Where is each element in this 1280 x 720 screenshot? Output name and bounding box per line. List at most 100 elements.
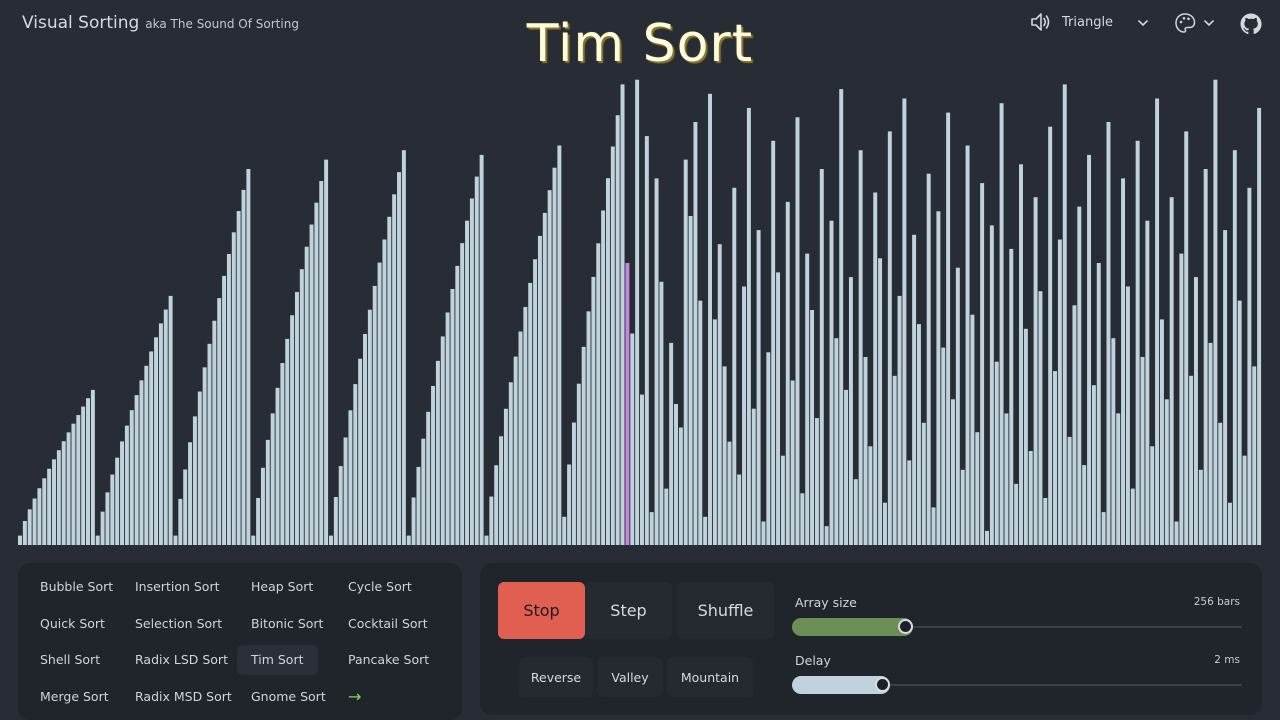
array-bar: [192, 416, 197, 545]
array-bar: [421, 438, 426, 545]
algorithm-item-pancake-sort[interactable]: Pancake Sort: [348, 652, 430, 667]
array-bar: [1019, 164, 1023, 546]
algorithm-item-shell-sort[interactable]: Shell Sort: [40, 652, 101, 667]
array-bar: [761, 521, 766, 545]
array-bar: [664, 488, 669, 545]
array-bar: [22, 521, 27, 545]
array-bar: [999, 103, 1004, 545]
algorithm-item-gnome-sort[interactable]: Gnome Sort: [251, 689, 326, 704]
array-bar: [479, 154, 484, 545]
array-bar: [1101, 512, 1106, 545]
array-bar: [183, 469, 188, 545]
array-bar: [941, 347, 946, 545]
array-bar: [1198, 469, 1203, 545]
array-bar: [567, 464, 572, 545]
array-bar: [1135, 140, 1140, 546]
array-bar: [1208, 342, 1213, 545]
array-bar: [1140, 357, 1145, 545]
array-bar: [858, 150, 863, 545]
valley-button[interactable]: Valley: [597, 657, 663, 697]
algorithm-item-bitonic-sort[interactable]: Bitonic Sort: [251, 616, 324, 631]
algorithm-item-merge-sort[interactable]: Merge Sort: [40, 689, 109, 704]
array-bar: [552, 167, 557, 545]
array-bar: [630, 333, 635, 545]
array-bar: [576, 383, 581, 545]
array-bar: [620, 84, 625, 546]
delay-track[interactable]: [792, 684, 1242, 686]
array-bar: [596, 243, 601, 545]
shuffle-button[interactable]: Shuffle: [677, 582, 774, 639]
array-size-track[interactable]: [792, 626, 1242, 628]
array-bar: [1213, 79, 1218, 545]
array-bar: [18, 535, 22, 545]
array-bar: [1184, 131, 1189, 545]
palette-icon[interactable]: [1174, 12, 1198, 34]
sound-selector[interactable]: Triangle: [1030, 12, 1113, 32]
array-bar: [892, 375, 897, 545]
array-bar: [406, 535, 411, 545]
array-bar: [863, 357, 868, 545]
array-bar: [416, 466, 421, 545]
mountain-button[interactable]: Mountain: [667, 657, 753, 697]
array-bar: [285, 338, 290, 545]
array-bar: [907, 460, 912, 545]
array-bar: [771, 140, 776, 546]
array-bar: [270, 413, 275, 545]
array-bar: [124, 425, 129, 545]
array-bar: [785, 201, 790, 545]
github-icon[interactable]: [1239, 12, 1263, 36]
algorithm-item-tim-sort[interactable]: Tim Sort: [237, 645, 318, 675]
array-bar: [508, 382, 513, 545]
array-bar: [474, 176, 479, 545]
array-bar: [387, 216, 392, 546]
array-bar: [1014, 483, 1019, 545]
array-bar: [90, 389, 95, 545]
array-bar: [1218, 422, 1223, 545]
algorithm-item-quick-sort[interactable]: Quick Sort: [40, 616, 105, 631]
array-bar: [1067, 436, 1072, 545]
array-bar: [455, 265, 460, 545]
reverse-button[interactable]: Reverse: [519, 657, 593, 697]
array-bar: [732, 187, 737, 546]
array-bar: [533, 259, 538, 545]
array-bar: [1164, 399, 1169, 545]
algorithm-item-selection-sort[interactable]: Selection Sort: [135, 616, 223, 631]
chevron-down-icon[interactable]: [1136, 16, 1150, 30]
array-bar: [955, 267, 960, 545]
array-bar: [737, 474, 742, 545]
array-bar: [674, 404, 678, 545]
array-bar: [605, 178, 610, 545]
array-bar: [708, 93, 712, 546]
algorithm-item-heap-sort[interactable]: Heap Sort: [251, 579, 314, 594]
app-title[interactable]: Visual Sorting aka The Sound Of Sorting: [22, 13, 299, 33]
algorithm-item-insertion-sort[interactable]: Insertion Sort: [135, 579, 220, 594]
array-bar: [610, 146, 615, 546]
array-bar: [819, 169, 824, 545]
array-bar: [333, 497, 338, 545]
array-bar: [280, 363, 285, 545]
array-bar: [397, 172, 401, 545]
speaker-icon: [1031, 13, 1050, 31]
algorithm-item-bubble-sort[interactable]: Bubble Sort: [40, 579, 114, 594]
array-bar: [790, 380, 795, 545]
stop-button[interactable]: Stop: [498, 582, 585, 639]
algorithm-item-radix-lsd-sort[interactable]: Radix LSD Sort: [135, 652, 228, 667]
array-bar: [494, 465, 499, 545]
array-bar: [61, 441, 66, 545]
array-bar: [985, 530, 989, 545]
next-page-arrow-icon[interactable]: →: [348, 687, 362, 706]
array-bar: [178, 498, 183, 545]
array-bar: [231, 232, 236, 545]
delay-slider-handle[interactable]: [875, 677, 890, 692]
step-button[interactable]: Step: [585, 582, 672, 639]
array-bar: [226, 253, 231, 545]
array-bar: [640, 394, 644, 545]
array-bar: [489, 496, 494, 545]
algorithm-item-radix-msd-sort[interactable]: Radix MSD Sort: [135, 689, 232, 704]
array-bar: [742, 286, 747, 545]
array-bar: [601, 210, 606, 545]
algorithm-item-cycle-sort[interactable]: Cycle Sort: [348, 579, 412, 594]
algorithm-item-cocktail-sort[interactable]: Cocktail Sort: [348, 616, 428, 631]
theme-chevron-down-icon[interactable]: [1202, 16, 1216, 30]
array-size-slider-handle[interactable]: [897, 619, 913, 634]
